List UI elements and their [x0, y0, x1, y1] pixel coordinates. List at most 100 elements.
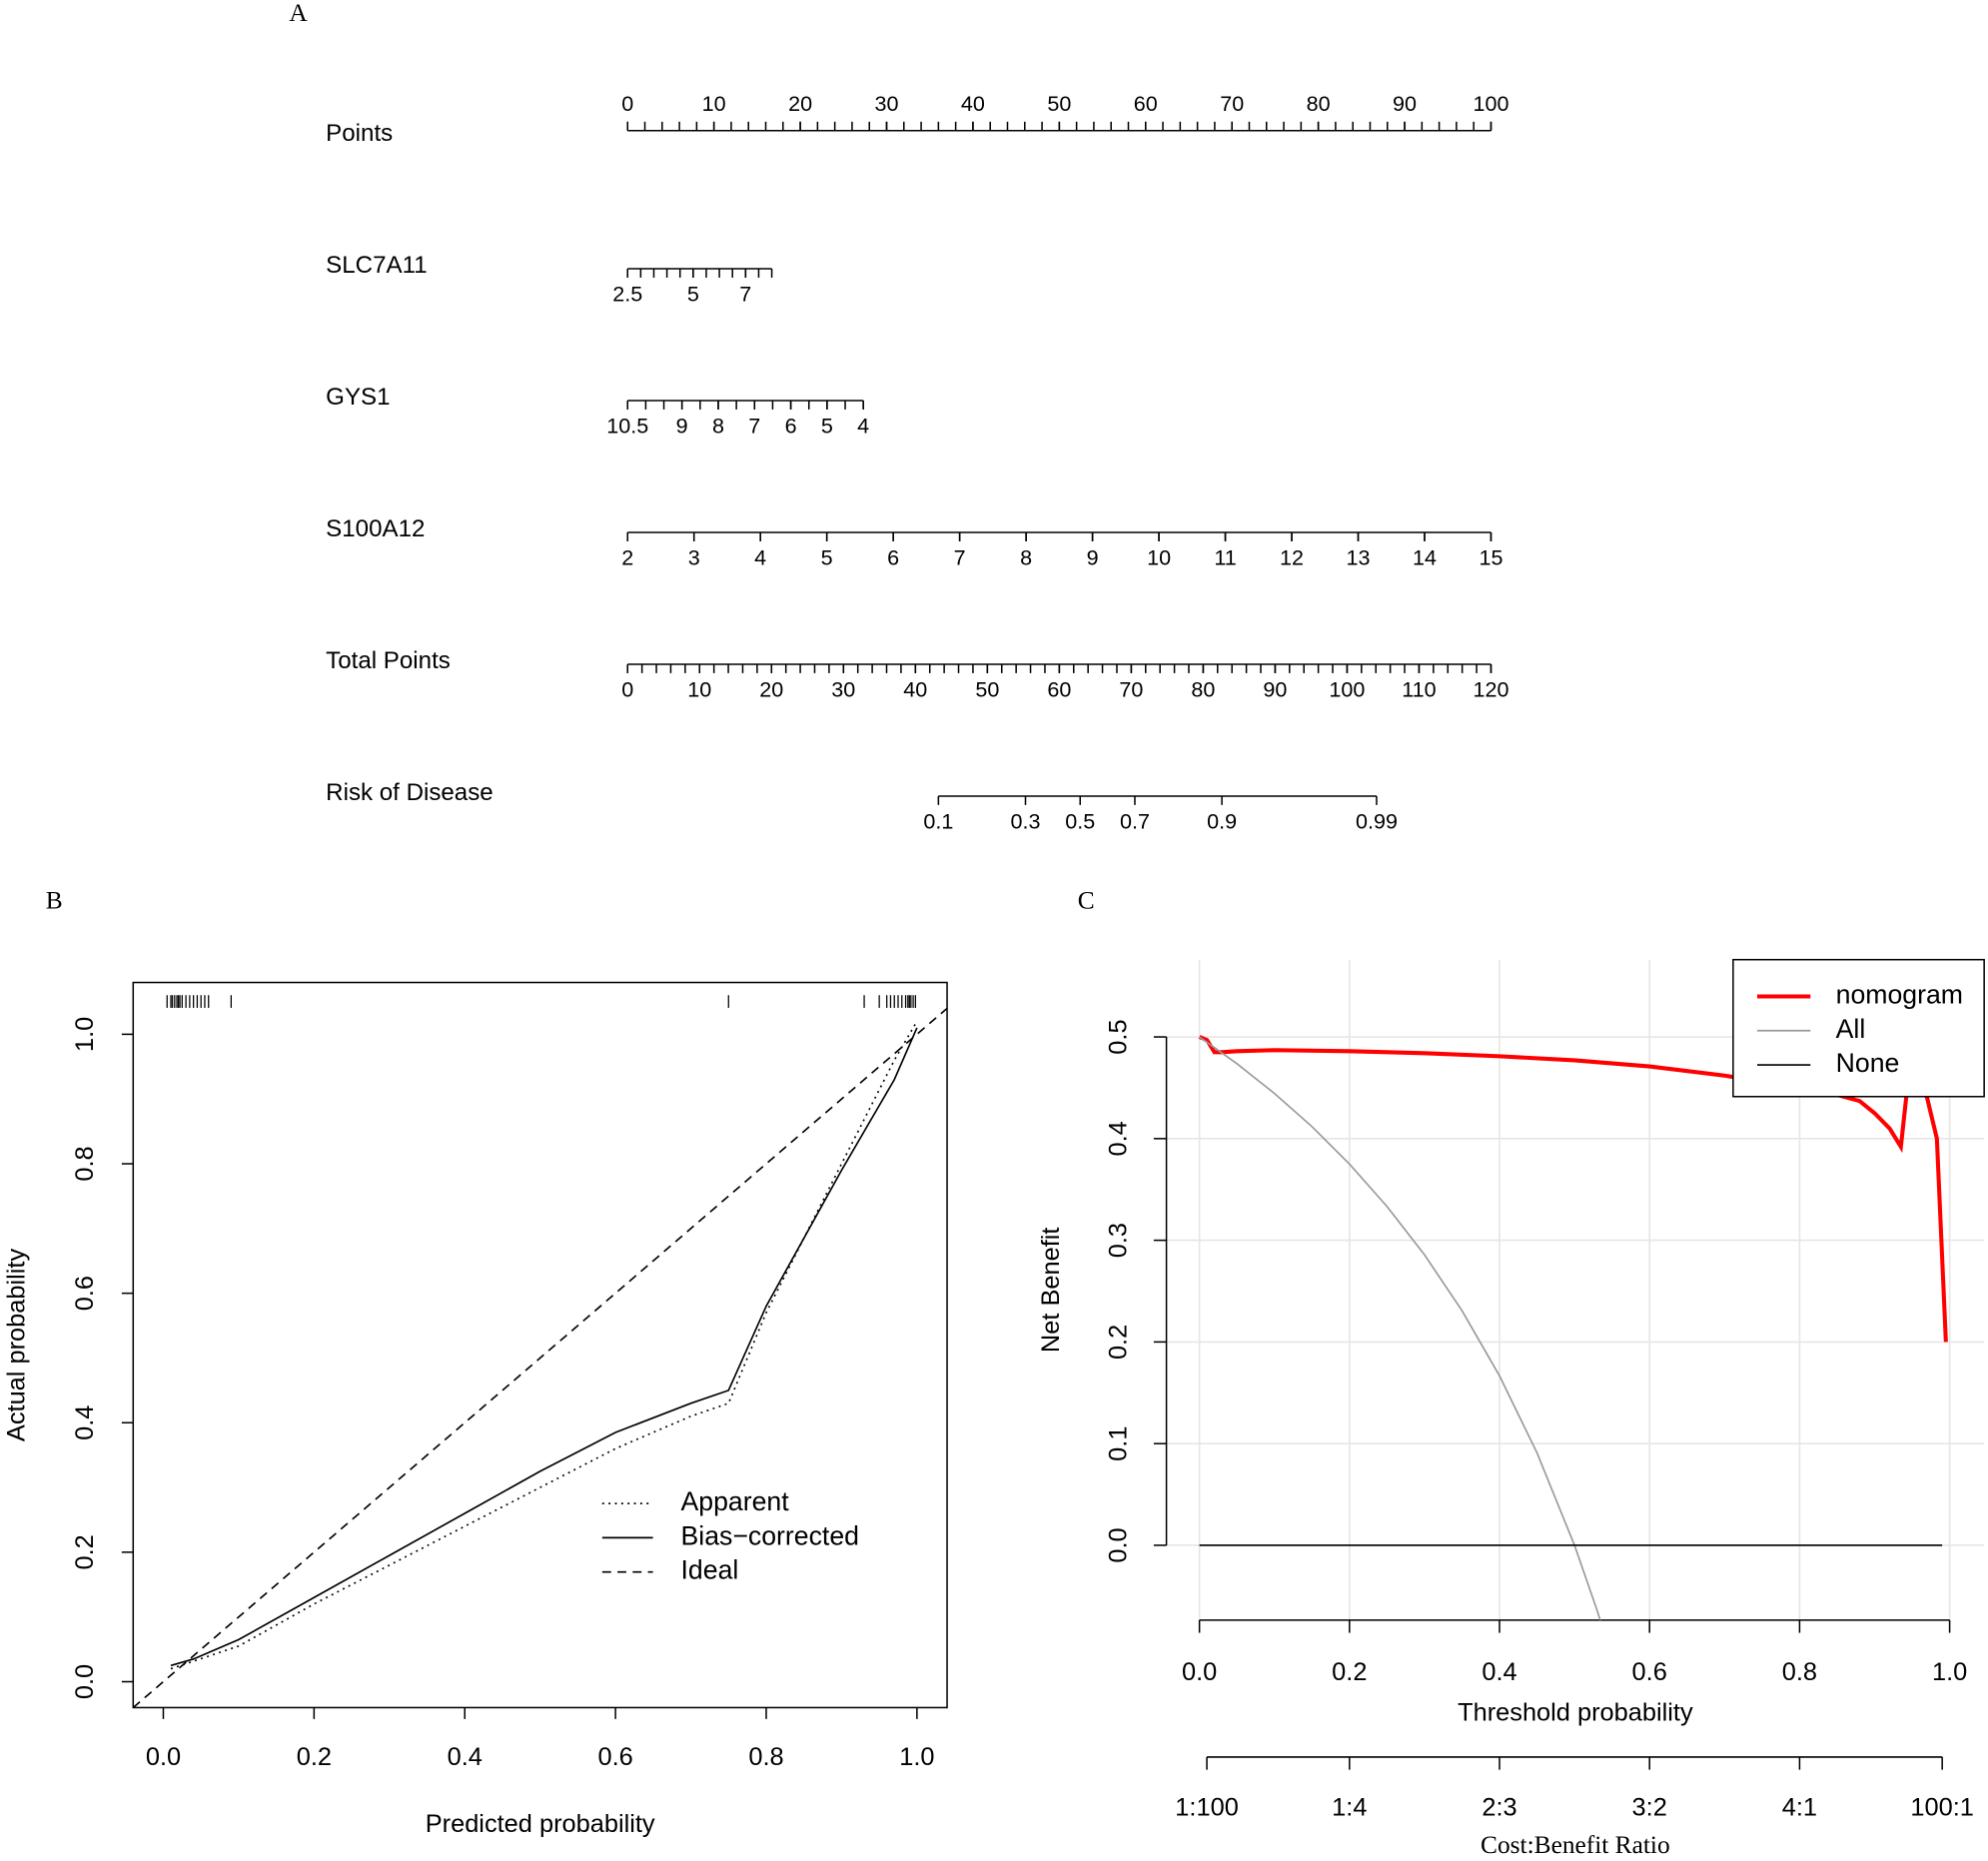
tick-label: 90	[1263, 676, 1287, 701]
tick-label: 7	[954, 544, 966, 569]
tick-label: 0.7	[1120, 808, 1150, 833]
tick-label: 110	[1402, 676, 1436, 701]
legend-label: nomogram	[1836, 980, 1963, 1010]
x2-axis-title: Cost:Benefit Ratio	[1481, 1831, 1670, 1859]
y-axis-title: Actual probability	[3, 1249, 31, 1442]
tick-label: 90	[1393, 91, 1417, 116]
row-label: Points	[326, 120, 393, 147]
y-tick-label: 0.2	[71, 1534, 99, 1569]
tick-label: 0.5	[1065, 808, 1095, 833]
tick-label: 4	[754, 544, 766, 569]
x-tick-label: 0.0	[146, 1743, 181, 1771]
x2-tick-label: 1:4	[1332, 1794, 1367, 1822]
y-tick-label: 0.8	[71, 1146, 99, 1181]
tick-label: 6	[887, 544, 899, 569]
tick-label: 70	[1220, 91, 1244, 116]
tick-label: 80	[1191, 676, 1215, 701]
y-tick-label: 1.0	[71, 1017, 99, 1052]
tick-label: 4	[857, 413, 869, 438]
tick-label: 2.5	[612, 281, 642, 306]
panel-label: A	[289, 0, 308, 27]
x2-tick-label: 3:2	[1632, 1794, 1667, 1822]
y-axis-title: Net Benefit	[1037, 1228, 1065, 1354]
row-label: Risk of Disease	[326, 779, 493, 806]
legend-label: Apparent	[681, 1486, 790, 1516]
x2-tick-label: 100:1	[1910, 1794, 1974, 1822]
tick-label: 30	[875, 91, 899, 116]
x-tick-label: 0.4	[448, 1743, 483, 1771]
x-tick-label: 1.0	[1932, 1658, 1967, 1686]
legend: nomogram All None	[1732, 958, 1985, 1098]
tick-label: 11	[1214, 544, 1236, 569]
tick-label: 12	[1280, 544, 1304, 569]
tick-label: 30	[831, 676, 855, 701]
tick-label: 40	[961, 91, 985, 116]
row-label: SLC7A11	[326, 252, 427, 279]
x-tick-label: 0.4	[1482, 1658, 1516, 1686]
tick-label: 0.9	[1207, 808, 1237, 833]
row-label: S100A12	[326, 515, 425, 542]
tick-label: 2	[621, 544, 633, 569]
tick-label: 10.5	[606, 413, 648, 438]
x-tick-label: 1.0	[899, 1743, 934, 1771]
tick-label: 60	[1134, 91, 1158, 116]
tick-label: 20	[759, 676, 783, 701]
tick-label: 100	[1329, 676, 1365, 701]
tick-label: 0	[621, 91, 633, 116]
tick-label: 10	[687, 676, 711, 701]
series-line	[170, 1027, 918, 1667]
row-label: Total Points	[326, 647, 451, 674]
row-label: GYS1	[326, 384, 390, 411]
y-tick-label: 0.4	[71, 1405, 99, 1440]
series-line	[133, 1007, 948, 1708]
tick-label: 14	[1413, 544, 1437, 569]
tick-label: 9	[676, 413, 688, 438]
tick-label: 8	[712, 413, 724, 438]
tick-label: 0.1	[923, 808, 953, 833]
x2-tick-label: 2:3	[1482, 1794, 1516, 1822]
tick-label: 60	[1047, 676, 1071, 701]
tick-label: 15	[1479, 544, 1502, 569]
tick-label: 5	[821, 413, 833, 438]
legend-box	[1732, 958, 1985, 1098]
tick-label: 40	[903, 676, 927, 701]
panel-label: B	[46, 886, 63, 914]
x-tick-label: 0.0	[1182, 1658, 1217, 1686]
legend-label: Ideal	[681, 1555, 739, 1585]
x2-tick-label: 1:100	[1175, 1794, 1239, 1822]
x-tick-label: 0.6	[597, 1743, 632, 1771]
tick-label: 0.3	[1011, 808, 1041, 833]
y-tick-label: 0.5	[1104, 1019, 1132, 1054]
y-tick-label: 0.4	[1104, 1121, 1132, 1156]
tick-label: 5	[821, 544, 833, 569]
x-tick-label: 0.8	[748, 1743, 783, 1771]
tick-label: 10	[702, 91, 726, 116]
tick-label: 100	[1473, 91, 1508, 116]
tick-label: 6	[785, 413, 797, 438]
x-axis-title: Threshold probability	[1458, 1698, 1693, 1726]
legend-label: None	[1836, 1048, 1900, 1078]
legend-label: Bias−corrected	[681, 1520, 859, 1550]
tick-label: 9	[1087, 544, 1099, 569]
tick-label: 20	[788, 91, 812, 116]
legend: Apparent Bias−corrected Ideal	[601, 1486, 859, 1585]
tick-label: 50	[1047, 91, 1071, 116]
y-tick-label: 0.0	[1104, 1527, 1132, 1562]
tick-label: 7	[739, 281, 751, 306]
x-tick-label: 0.8	[1782, 1658, 1817, 1686]
tick-label: 8	[1020, 544, 1032, 569]
x-tick-label: 0.2	[297, 1743, 332, 1771]
tick-label: 10	[1147, 544, 1171, 569]
y-tick-label: 0.0	[71, 1664, 99, 1699]
plot-box	[132, 981, 948, 1709]
tick-label: 70	[1119, 676, 1143, 701]
tick-label: 5	[687, 281, 699, 306]
tick-label: 7	[748, 413, 760, 438]
y-tick-label: 0.3	[1104, 1223, 1132, 1258]
tick-label: 3	[688, 544, 700, 569]
tick-label: 0.99	[1356, 808, 1398, 833]
x-tick-label: 0.2	[1332, 1658, 1367, 1686]
tick-label: 80	[1307, 91, 1331, 116]
